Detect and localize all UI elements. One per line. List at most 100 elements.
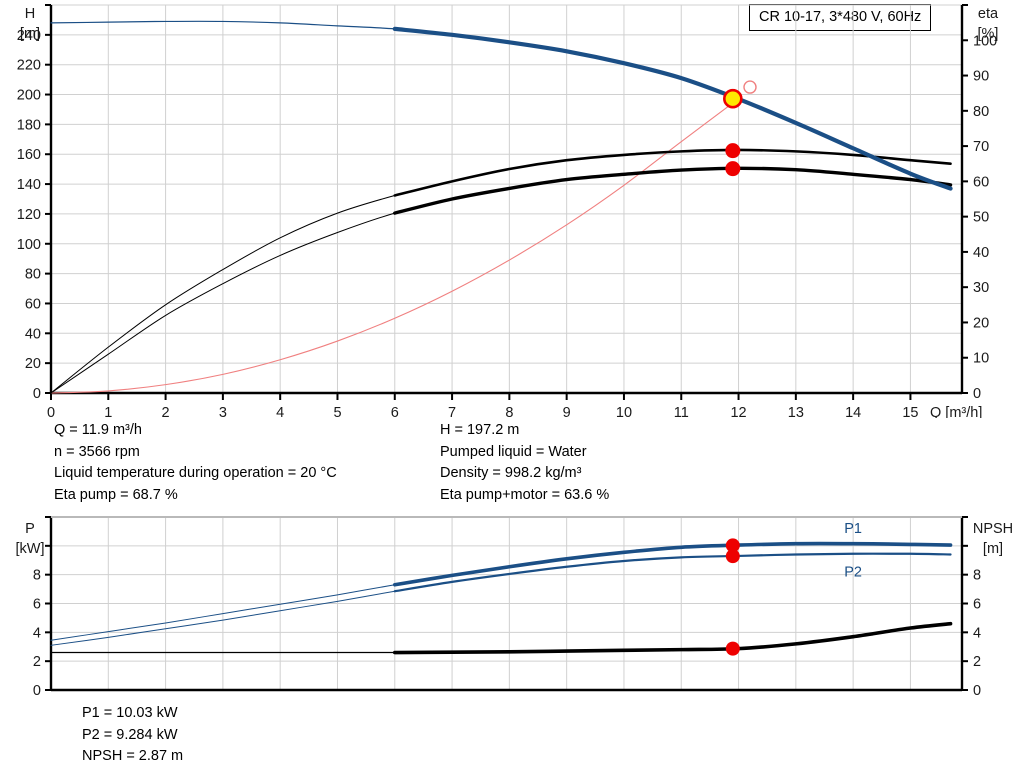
power-npsh-chart: 0 2 4 6 8 0 2 4 6 8 P [kW] NPSH [m] P1 P2 <box>16 516 1013 699</box>
y-tick-label-right: 70 <box>973 139 989 155</box>
p1-curve-label: P1 <box>844 521 862 537</box>
x-tick-label: 7 <box>448 405 456 418</box>
y-tick-label-left: 100 <box>17 237 41 253</box>
y-tick-label-left: 160 <box>17 147 41 163</box>
p1-duty-point-marker[interactable] <box>725 538 740 553</box>
y-tick-label-right: 50 <box>973 210 989 226</box>
x-tick-label: 9 <box>563 405 571 418</box>
power-info-line-1: P1 = 10.03 kW <box>82 705 178 721</box>
x-tick-label: 8 <box>505 405 513 418</box>
y-tick-label-left: 220 <box>17 58 41 74</box>
y-tick-label-right: 30 <box>973 280 989 296</box>
duty-info-left-line-3: Liquid temperature during operation = 20… <box>54 465 337 481</box>
p2-curve-label: P2 <box>844 564 862 580</box>
duty-info-left-line-1: Q = 11.9 m³/h <box>54 422 142 438</box>
duty-markers <box>725 538 740 656</box>
y-tick-label-left: 240 <box>17 28 41 44</box>
npsh-curve-bold <box>392 621 953 655</box>
x-tick-label: 4 <box>276 405 284 418</box>
y-axis-right-unit: [m] <box>983 541 1003 557</box>
duty-info-right-line-2: Pumped liquid = Water <box>440 443 587 460</box>
power-info: P1 = 10.03 kW P2 = 9.284 kW NPSH = 2.87 m <box>82 703 183 768</box>
x-tick-label: 11 <box>674 405 689 418</box>
x-tick-label: 1 <box>104 405 112 418</box>
duty-info-right-line-3: Density = 998.2 kg/m³ <box>440 465 582 481</box>
p1-curve-bold <box>392 541 953 587</box>
duty-info-left-line-4: Eta pump = 68.7 % <box>54 486 178 503</box>
power-info-line-2: P2 = 9.284 kW <box>82 726 178 743</box>
x-tick-label: 6 <box>391 405 399 418</box>
head-efficiency-chart: 0204060801001201401601802002202400102030… <box>17 4 999 418</box>
y-tick-label-right: 0 <box>973 386 981 402</box>
x-tick-label: 14 <box>845 405 861 418</box>
x-tick-label: 13 <box>788 405 804 418</box>
eta-pump-motor-curve-bold <box>393 166 953 215</box>
y-tick-label-left: 20 <box>25 356 41 372</box>
duty-info-right: H = 197.2 m Pumped liquid = Water Density … <box>440 420 609 506</box>
duty-info-right-line-4: Eta pump+motor = 63.6 % <box>440 486 610 503</box>
y-tick-label-right: 40 <box>973 245 989 261</box>
y-tick-label-left: 2 <box>33 654 41 670</box>
head-curve-bold <box>392 26 953 191</box>
y-axis-right-label: NPSH <box>973 521 1013 537</box>
y-tick-label-left: 140 <box>17 177 41 193</box>
pump-model-title: CR 10-17, 3*480 V, 60Hz <box>749 4 932 31</box>
p2-curve-bold <box>393 552 952 593</box>
p2-duty-point-marker[interactable] <box>725 549 740 564</box>
y-axis-right-label: eta <box>978 6 999 22</box>
x-tick-label: 3 <box>219 405 227 418</box>
y-tick-label-right: 6 <box>973 597 981 613</box>
eta-pump-point-marker[interactable] <box>725 143 741 159</box>
y-axis-left-unit: [m] <box>20 26 40 42</box>
duty-info-left-line-2: n = 3566 rpm <box>54 443 140 460</box>
y-tick-label-right: 90 <box>973 69 989 85</box>
system-curve <box>50 98 739 394</box>
x-tick-label: 5 <box>333 405 341 418</box>
x-tick-label: 0 <box>47 405 55 418</box>
y-tick-label-left: 8 <box>33 568 41 584</box>
y-axis-left-label: P <box>25 521 35 537</box>
y-tick-label-right: 8 <box>973 568 981 584</box>
y-axis-left-unit: [kW] <box>16 541 45 557</box>
y-tick-label-right: 2 <box>973 654 981 670</box>
eta-pump-curve-thin <box>50 149 952 394</box>
duty-point-marker[interactable] <box>723 88 743 109</box>
npsh-duty-point-marker[interactable] <box>725 641 740 656</box>
y-tick-label-right: 80 <box>973 104 989 120</box>
eta-pump-motor-curve-thin <box>50 167 952 394</box>
grid-lines <box>50 4 962 394</box>
y-axis-right-unit: [%] <box>978 26 999 42</box>
y-tick-label-left: 40 <box>25 326 41 342</box>
y-axis-left-label: H <box>25 6 35 22</box>
x-tick-label: 2 <box>162 405 170 418</box>
head-curve-thin <box>50 20 952 190</box>
y-tick-label-left: 0 <box>33 683 41 699</box>
x-tick-label: 15 <box>902 405 918 418</box>
axes <box>45 4 968 400</box>
duty-info-left: Q = 11.9 m³/h n = 3566 rpm Liquid temperat… <box>54 420 337 506</box>
y-tick-label-left: 60 <box>25 296 41 312</box>
y-tick-label-right: 60 <box>973 174 989 190</box>
y-tick-label-left: 120 <box>17 207 41 223</box>
npsh-curve-thin <box>50 623 952 654</box>
y-tick-label-left: 80 <box>25 267 41 283</box>
y-tick-label-right: 20 <box>973 315 989 331</box>
y-tick-label-right: 0 <box>973 683 981 699</box>
x-tick-label: 12 <box>730 405 746 418</box>
axes <box>45 516 968 692</box>
y-tick-label-left: 6 <box>33 597 41 613</box>
duty-point-alt-marker[interactable] <box>743 80 757 94</box>
y-tick-label-left: 180 <box>17 117 41 133</box>
x-tick-label: 10 <box>616 405 632 418</box>
y-tick-label-left: 200 <box>17 88 41 104</box>
y-tick-label-left: 0 <box>33 386 41 402</box>
duty-markers <box>723 80 757 177</box>
x-axis-label: Q [m³/h] <box>930 405 982 418</box>
y-tick-label-right: 100 <box>973 33 997 49</box>
eta-pump-motor-point-marker[interactable] <box>725 161 741 177</box>
y-tick-label-left: 4 <box>33 625 41 641</box>
y-tick-label-right: 10 <box>973 351 989 367</box>
duty-info-right-line-1: H = 197.2 m <box>440 422 520 438</box>
power-info-line-3: NPSH = 2.87 m <box>82 748 184 764</box>
